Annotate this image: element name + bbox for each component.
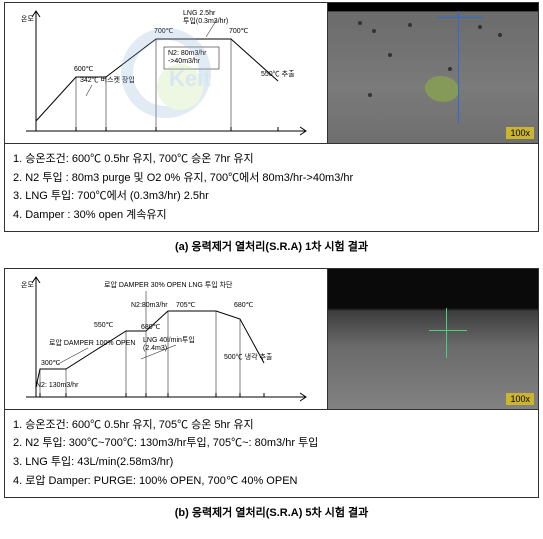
chart-annotation: 342℃ 버스켓 장입 <box>80 75 135 84</box>
line: 4. Damper : 30% open 계속유지 <box>13 206 530 225</box>
panel-b-top: 온도 <box>5 269 538 409</box>
chart-annotation: 300℃ <box>41 360 61 367</box>
chart-annotation: N2:80m3/hr <box>131 302 168 309</box>
line: 2. N2 투입: 300℃~700℃: 130m3/hr투입, 705℃~: … <box>13 434 530 453</box>
line: 1. 승온조건: 600℃ 0.5hr 유지, 700℃ 승온 7hr 유지 <box>13 150 530 169</box>
speck <box>448 67 452 71</box>
chart-b-svg: 온도 <box>5 269 327 409</box>
line: 2. N2 투입 : 80m3 purge 및 O2 0% 유지, 700℃에서… <box>13 169 530 188</box>
panel-a-text: 1. 승온조건: 600℃ 0.5hr 유지, 700℃ 승온 7hr 유지 2… <box>5 143 538 231</box>
chart-annotation: LNG 2.5hr <box>183 10 216 17</box>
speck <box>498 33 502 37</box>
chart-b: 온도 <box>5 269 328 409</box>
chart-a-path <box>36 39 278 121</box>
photo-a: 100x <box>328 3 538 143</box>
chart-annotation: 700℃ <box>154 28 174 35</box>
chart-annotation: LNG 40l/min투입 <box>143 336 195 344</box>
photo-a-cell: 100x <box>328 3 538 143</box>
chart-annotation: 로압 DAMPER 30% OPEN LNG 투입 차단 <box>104 280 233 289</box>
chart-annotation: ->40m3/hr <box>168 58 201 65</box>
speck <box>368 93 372 97</box>
chart-annotation: 로압 DAMPER 100% OPEN <box>49 339 135 347</box>
chart-annotation: 550℃ 추출 <box>261 69 295 78</box>
photo-a-scale: 100x <box>506 127 534 139</box>
speck <box>358 21 362 25</box>
chart-annotation: (2.4m3) <box>143 345 167 352</box>
panel-a: Keit 온도 <box>4 2 539 232</box>
photo-a-blob <box>425 76 459 102</box>
photo-b-cross-v <box>446 308 447 358</box>
caption-b: (b) 응력제거 열처리(S.R.A) 5차 시험 결과 <box>0 504 543 520</box>
chart-b-ylabel: 온도 <box>21 281 34 289</box>
photo-b-cross-h <box>429 330 467 331</box>
chart-annotation: N2: 130m3/hr <box>36 382 79 389</box>
speck <box>478 25 482 29</box>
line: 1. 승온조건: 600℃ 0.5hr 유지, 705℃ 승온 5hr 유지 <box>13 416 530 435</box>
chart-annotation: 680℃ <box>141 324 161 331</box>
chart-a: Keit 온도 <box>5 3 328 143</box>
panel-b: 온도 <box>4 268 539 498</box>
chart-annotation: 500℃ 냉각 추출 <box>224 352 273 361</box>
chart-annotation: 700℃ <box>229 28 249 35</box>
chart-annotation: 투입(0.3m3/hr) <box>183 17 228 25</box>
chart-annotation: 705℃ <box>176 302 196 309</box>
chart-b-annotations: 300℃ N2: 130m3/hr 로압 DAMPER 100% OPEN 550℃ 로… <box>36 280 273 389</box>
chart-annotation: 680℃ <box>234 302 254 309</box>
caption-a: (a) 응력제거 열처리(S.R.A) 1차 시험 결과 <box>0 238 543 254</box>
line: 4. 로압 Damper: PURGE: 100% OPEN, 700℃ 40%… <box>13 472 530 491</box>
photo-a-cross-h <box>437 17 483 18</box>
chart-a-svg: 온도 600℃342℃ 버스켓 장입700℃LNG 2.5h <box>5 3 327 143</box>
chart-a-ylabel: 온도 <box>21 15 34 23</box>
chart-annotation: 600℃ <box>74 66 94 73</box>
photo-b-scale: 100x <box>506 393 534 405</box>
photo-a-cross-v <box>458 11 459 123</box>
line: 3. LNG 투입: 700℃에서 (0.3m3/hr) 2.5hr <box>13 187 530 206</box>
speck <box>388 53 392 57</box>
chart-annotation: N2: 80m3/hr <box>168 50 207 57</box>
chart-annotation: 550℃ <box>94 322 114 329</box>
line: 3. LNG 투입: 43L/min(2.58m3/hr) <box>13 453 530 472</box>
speck <box>408 23 412 27</box>
panel-b-text: 1. 승온조건: 600℃ 0.5hr 유지, 705℃ 승온 5hr 유지 2… <box>5 409 538 497</box>
panel-a-top: Keit 온도 <box>5 3 538 143</box>
photo-b: 100x <box>328 269 538 409</box>
photo-b-cell: 100x <box>328 269 538 409</box>
speck <box>372 29 376 33</box>
